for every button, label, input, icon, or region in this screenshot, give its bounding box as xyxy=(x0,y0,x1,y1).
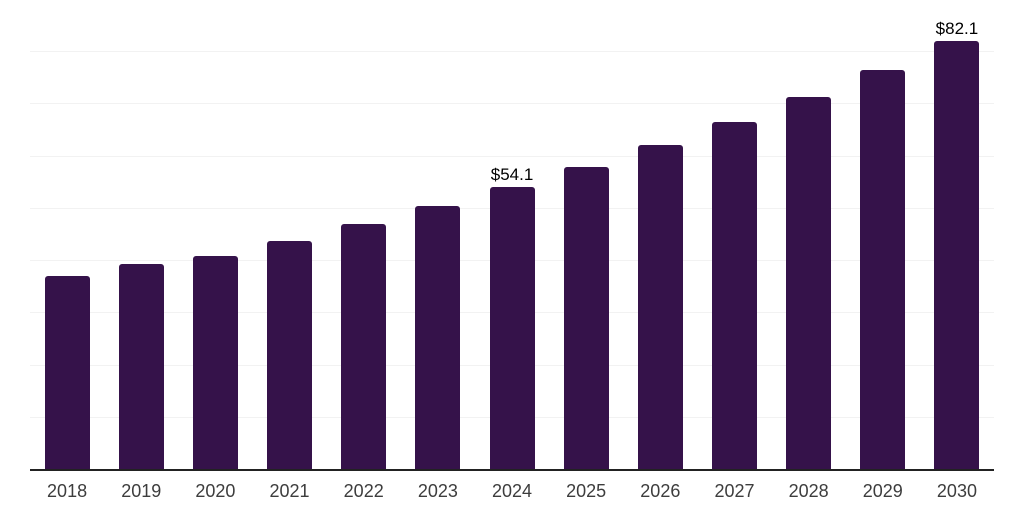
bar-value-label-2024: $54.1 xyxy=(490,165,534,185)
bar-2020 xyxy=(192,256,238,470)
bar-slot-2029 xyxy=(846,0,920,470)
plot-area: $54.1 $82.1 xyxy=(30,0,994,471)
x-tick-label-2019: 2019 xyxy=(121,481,162,501)
bar-slot-2018 xyxy=(30,0,104,470)
bar-2027 xyxy=(711,122,757,470)
bar-slot-2026 xyxy=(623,0,697,470)
bar-2018 xyxy=(44,276,90,470)
x-tick-label-2030: 2030 xyxy=(936,481,977,501)
bar-slot-2024: $54.1 xyxy=(475,0,549,470)
bar-slot-2023 xyxy=(401,0,475,470)
gridline xyxy=(30,103,994,105)
bar-slot-2021 xyxy=(252,0,326,470)
bar-value-label-2030: $82.1 xyxy=(935,19,979,39)
bar-slot-2019 xyxy=(104,0,178,470)
bar-2019 xyxy=(118,264,164,470)
bar-2023 xyxy=(415,205,461,470)
bar-2026 xyxy=(637,145,683,470)
bar-slot-2030: $82.1 xyxy=(920,0,994,470)
x-axis-tick-labels: 2018 2019 2020 2021 2022 2023 2024 2025 2026 2027… xyxy=(30,481,994,502)
gridline xyxy=(30,51,994,53)
x-tick-label-2029: 2029 xyxy=(862,481,903,501)
bar-2021 xyxy=(267,240,313,470)
bar-2029 xyxy=(860,69,906,470)
bar-slot-2027 xyxy=(697,0,771,470)
x-tick-label-2028: 2028 xyxy=(788,481,829,501)
bar-slot-2022 xyxy=(327,0,401,470)
gridline xyxy=(30,155,994,157)
bar-2028 xyxy=(786,97,832,470)
bar-slot-2028 xyxy=(772,0,846,470)
bar-2022 xyxy=(341,223,387,470)
x-tick-label-2022: 2022 xyxy=(343,481,384,501)
x-tick-label-2024: 2024 xyxy=(491,481,533,501)
x-tick-label-2027: 2027 xyxy=(714,481,755,501)
x-axis-line xyxy=(30,469,994,471)
x-tick-label-2020: 2020 xyxy=(195,481,236,501)
bar-slot-2020 xyxy=(178,0,252,470)
bar-2030: $82.1 xyxy=(934,20,980,470)
bar-series: $54.1 $82.1 xyxy=(30,0,994,470)
bar-2025 xyxy=(563,167,609,470)
bar-2024: $54.1 xyxy=(489,166,535,470)
bar-slot-2025 xyxy=(549,0,623,470)
x-tick-label-2025: 2025 xyxy=(566,481,607,501)
x-tick-label-2021: 2021 xyxy=(269,481,310,501)
x-tick-label-2023: 2023 xyxy=(417,481,458,501)
x-tick-label-2018: 2018 xyxy=(47,481,88,501)
x-tick-label-2026: 2026 xyxy=(640,481,681,501)
